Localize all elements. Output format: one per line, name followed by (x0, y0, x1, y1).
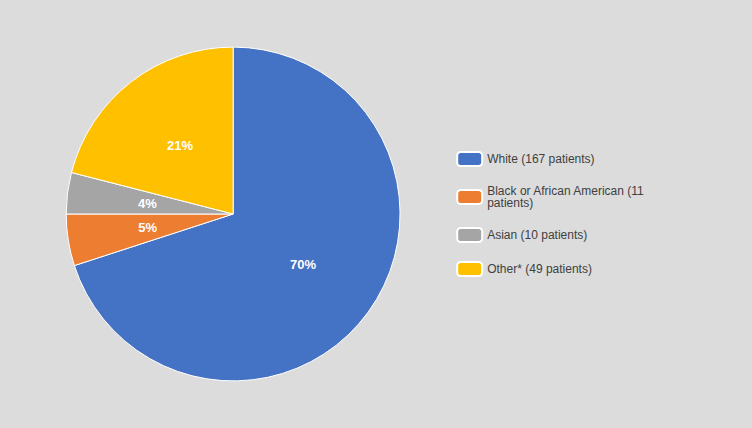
svg-text:70%: 70% (290, 257, 316, 272)
svg-text:Black or African American (11: Black or African American (11 (487, 184, 644, 198)
svg-text:patients): patients) (487, 196, 533, 210)
svg-text:4%: 4% (138, 196, 157, 211)
svg-text:5%: 5% (138, 220, 157, 235)
svg-text:21%: 21% (167, 138, 193, 153)
svg-text:White (167 patients): White (167 patients) (487, 152, 594, 166)
svg-text:Asian (10 patients): Asian (10 patients) (487, 228, 587, 242)
svg-text:Other* (49 patients): Other* (49 patients) (487, 262, 592, 276)
